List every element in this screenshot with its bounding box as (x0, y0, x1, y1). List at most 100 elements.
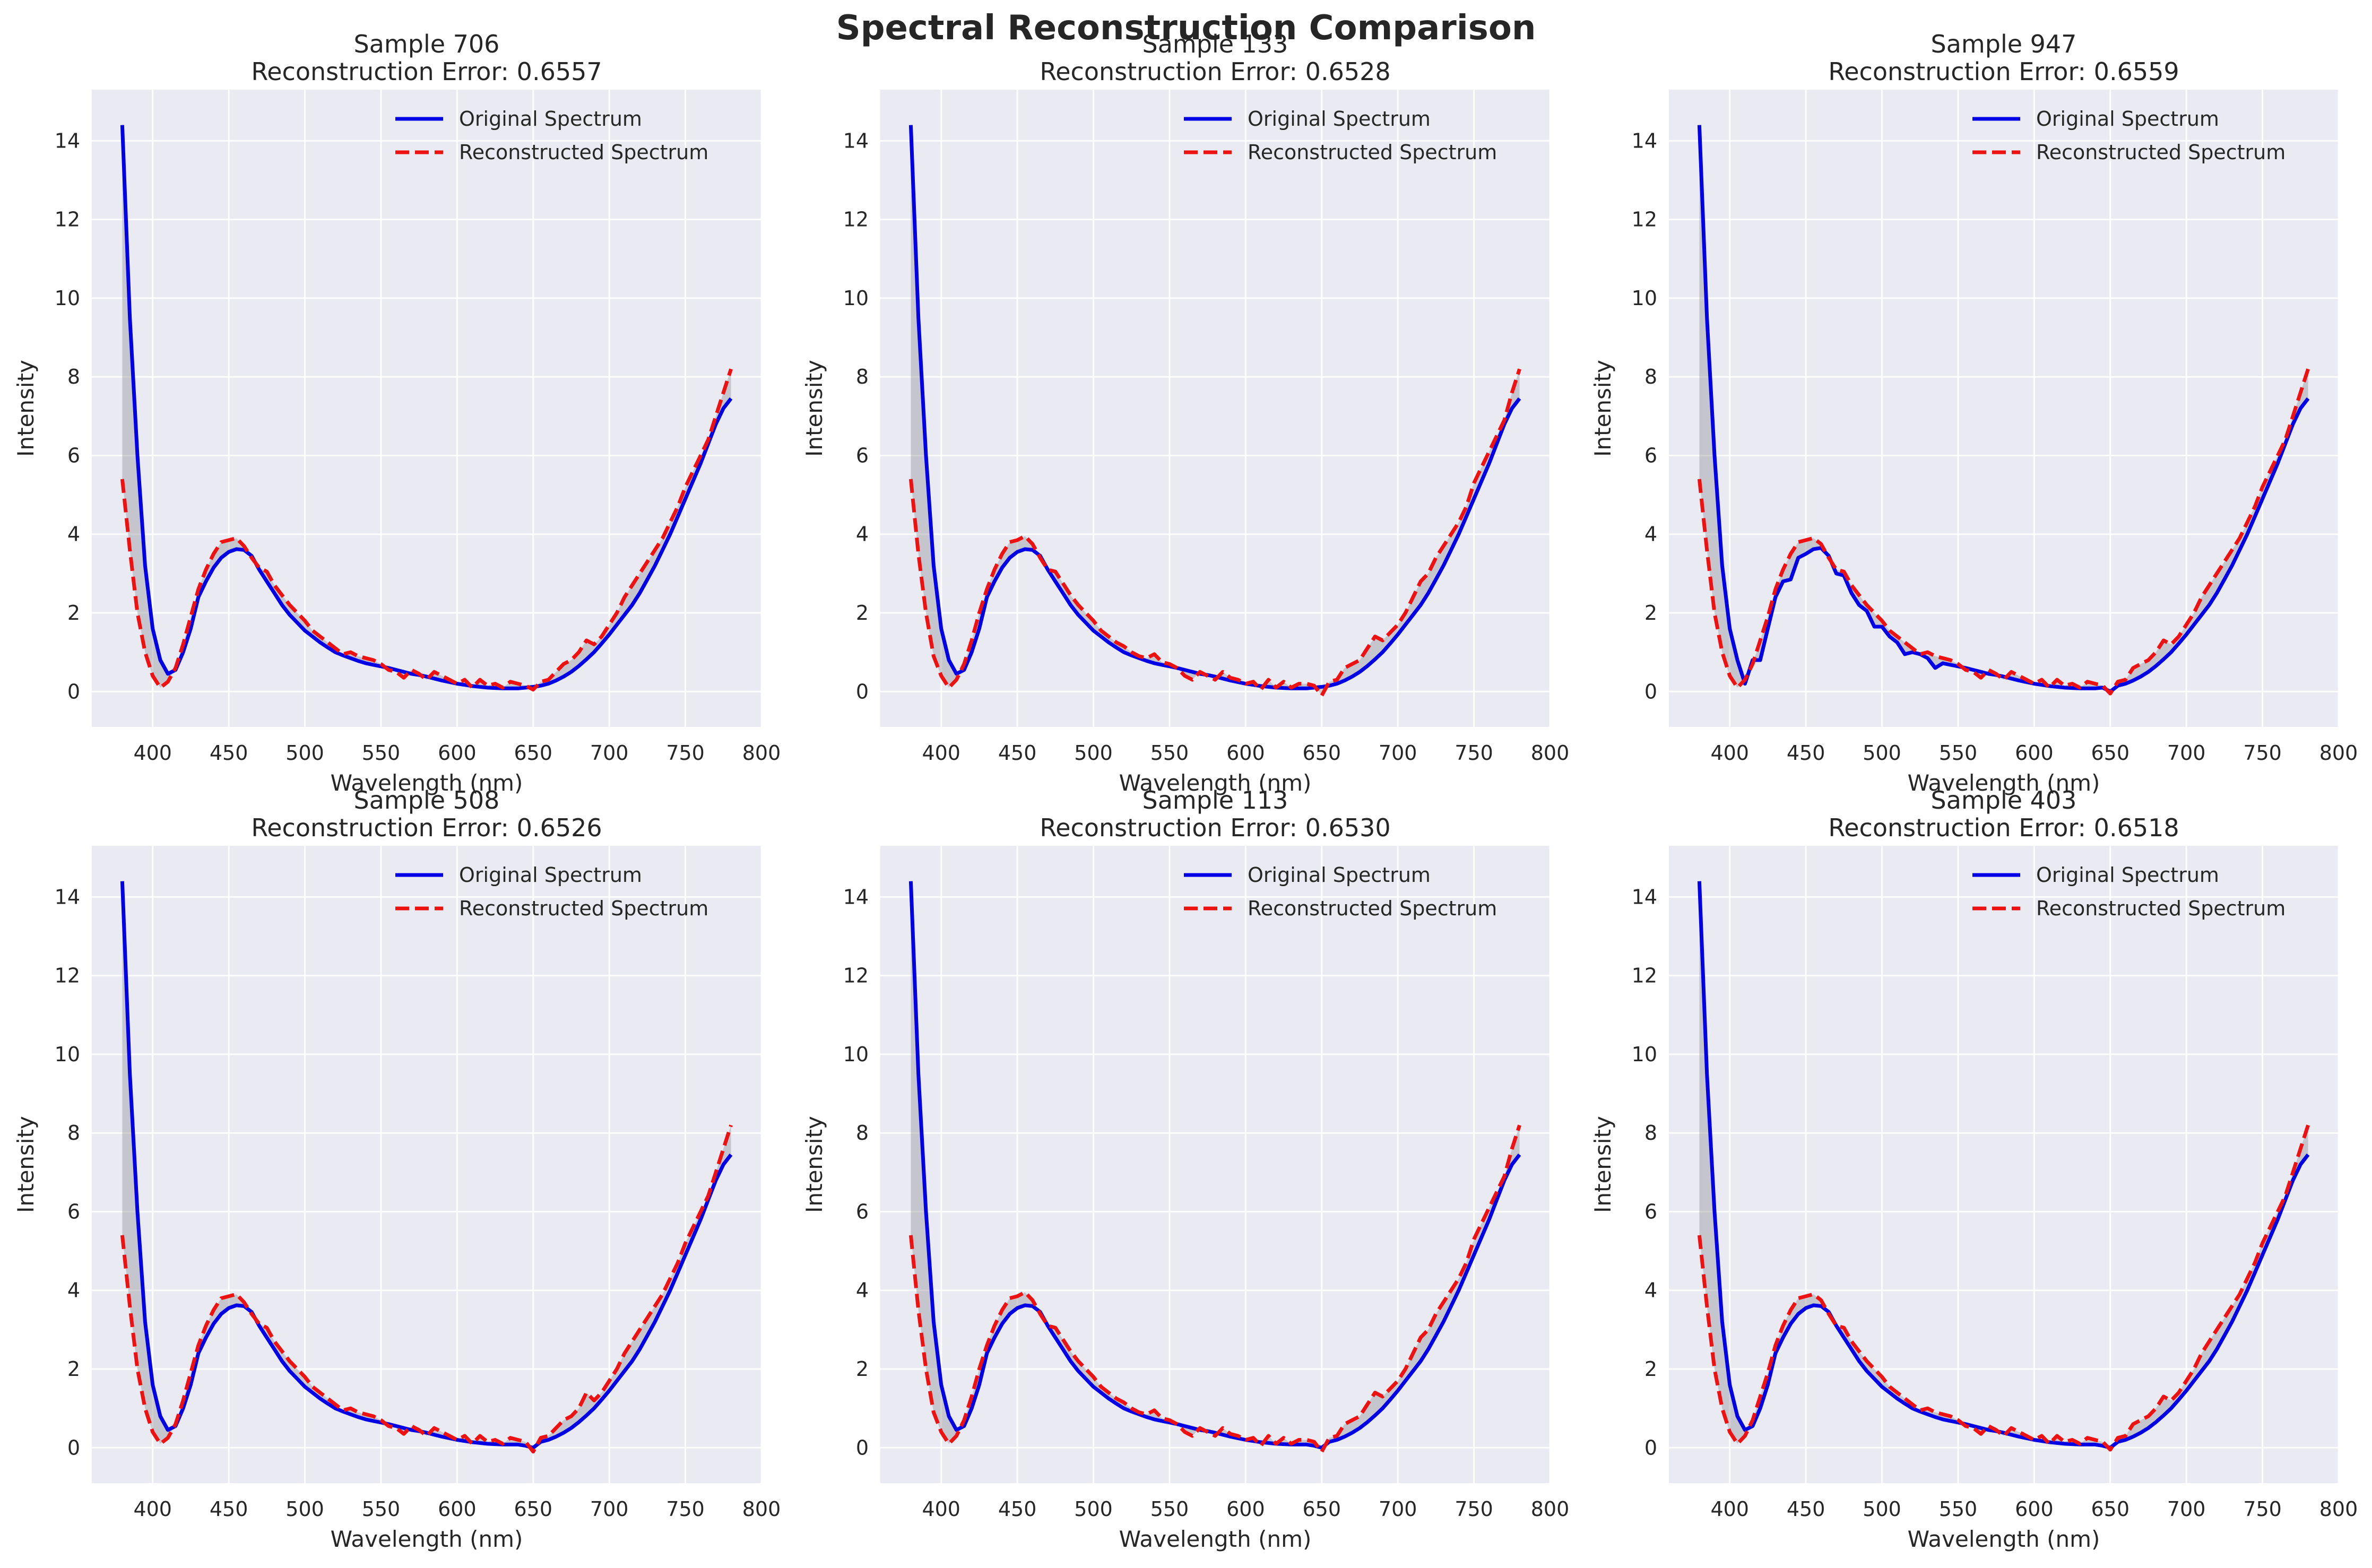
x-tick-label: 550 (1939, 1497, 1978, 1521)
y-tick-label: 12 (55, 208, 80, 231)
x-tick-label: 550 (1150, 741, 1189, 765)
y-axis-label: Intensity (1590, 360, 1616, 457)
y-axis-label: Intensity (13, 1116, 39, 1213)
x-tick-label: 750 (1455, 741, 1493, 765)
x-axis-label: Wavelength (nm) (1908, 1526, 2100, 1552)
x-tick-label: 750 (666, 741, 705, 765)
y-tick-label: 0 (67, 680, 80, 703)
x-tick-label: 400 (133, 741, 172, 765)
y-tick-label: 10 (843, 287, 869, 310)
original-spectrum-line (120, 125, 733, 690)
y-tick-label: 0 (67, 1436, 80, 1459)
x-tick-label: 700 (590, 1497, 629, 1521)
y-tick-label: 10 (843, 1043, 869, 1066)
y-tick-label: 8 (67, 1121, 80, 1145)
y-tick-label: 12 (843, 964, 869, 987)
reconstructed-spectrum-line (908, 368, 1521, 698)
y-tick-label: 14 (55, 129, 80, 152)
subplot-title-sample: Sample 403 (1931, 786, 2077, 815)
x-tick-label: 450 (1787, 741, 1825, 765)
x-tick-label: 400 (1710, 741, 1749, 765)
y-tick-label: 14 (1632, 129, 1657, 152)
x-tick-label: 600 (1226, 1497, 1265, 1521)
reconstructed-spectrum-line (120, 368, 733, 692)
y-tick-label: 0 (856, 1436, 869, 1459)
y-tick-label: 6 (1644, 1200, 1657, 1223)
subplot-title-sample: Sample 947 (1931, 30, 2077, 58)
x-tick-label: 450 (210, 741, 248, 765)
x-tick-label: 600 (1226, 741, 1265, 765)
x-tick-label: 600 (438, 741, 477, 765)
legend: Original Spectrum Reconstructed Spectrum (1184, 107, 1497, 164)
x-tick-label: 550 (1150, 1497, 1189, 1521)
x-tick-label: 450 (210, 1497, 248, 1521)
x-tick-label: 400 (133, 1497, 172, 1521)
y-tick-label: 2 (856, 1357, 869, 1381)
y-tick-label: 8 (1644, 1121, 1657, 1145)
subplot-title-sample: Sample 113 (1142, 786, 1288, 815)
y-tick-label: 0 (856, 680, 869, 703)
plot-area (1669, 90, 2339, 727)
x-axis-label: Wavelength (nm) (1119, 1526, 1312, 1552)
x-tick-label: 500 (285, 741, 324, 765)
legend-label-original: Original Spectrum (459, 107, 642, 131)
y-tick-label: 8 (856, 365, 869, 388)
y-tick-label: 2 (67, 1357, 80, 1381)
y-tick-label: 12 (55, 964, 80, 987)
original-spectrum-line (908, 125, 1521, 690)
x-tick-label: 650 (2091, 1497, 2130, 1521)
y-tick-label: 12 (843, 208, 869, 231)
y-tick-label: 6 (67, 1200, 80, 1223)
x-tick-label: 400 (1710, 1497, 1749, 1521)
x-tick-label: 700 (1379, 1497, 1417, 1521)
y-tick-label: 4 (67, 523, 80, 546)
x-tick-label: 650 (1303, 1497, 1341, 1521)
x-tick-label: 800 (2319, 741, 2358, 765)
x-tick-label: 450 (998, 1497, 1037, 1521)
x-tick-label: 750 (1455, 1497, 1493, 1521)
y-tick-label: 2 (1644, 601, 1657, 625)
legend-label-original: Original Spectrum (1248, 863, 1431, 887)
legend: Original Spectrum Reconstructed Spectrum (395, 107, 708, 164)
legend: Original Spectrum Reconstructed Spectrum (1184, 863, 1497, 920)
legend-label-reconstructed: Reconstructed Spectrum (1248, 897, 1497, 920)
x-tick-label: 400 (922, 1497, 960, 1521)
x-axis-label: Wavelength (nm) (331, 1526, 523, 1552)
y-axis-label: Intensity (801, 1116, 827, 1213)
y-tick-label: 8 (67, 365, 80, 388)
x-axis-label: Wavelength (nm) (1908, 770, 2100, 796)
y-tick-label: 10 (55, 1043, 80, 1066)
x-tick-label: 600 (2015, 741, 2054, 765)
subplot-title-sample: Sample 508 (354, 786, 500, 815)
x-tick-label: 400 (922, 741, 960, 765)
legend: Original Spectrum Reconstructed Spectrum (1972, 107, 2286, 164)
x-tick-label: 750 (666, 1497, 705, 1521)
plot-area (92, 90, 761, 727)
x-tick-label: 600 (438, 1497, 477, 1521)
legend-label-reconstructed: Reconstructed Spectrum (2036, 141, 2286, 164)
legend-label-original: Original Spectrum (459, 863, 642, 887)
x-tick-label: 800 (742, 1497, 781, 1521)
subplot-4: 400 450 500 550 600 650 700 750 800 0 2 4 6 8 10 12 14 Wa… (13, 786, 781, 1552)
x-tick-label: 650 (514, 1497, 553, 1521)
y-tick-label: 12 (1632, 208, 1657, 231)
y-tick-label: 8 (1644, 365, 1657, 388)
y-tick-label: 0 (1644, 680, 1657, 703)
y-tick-label: 4 (1644, 523, 1657, 546)
subplot-title-error: Reconstruction Error: 0.6530 (1040, 813, 1390, 842)
legend-label-original: Original Spectrum (2036, 107, 2219, 131)
x-tick-label: 800 (742, 741, 781, 765)
subplot-title-error: Reconstruction Error: 0.6528 (1040, 57, 1390, 86)
y-tick-label: 4 (856, 523, 869, 546)
legend: Original Spectrum Reconstructed Spectrum (1972, 863, 2286, 920)
y-tick-label: 4 (856, 1279, 869, 1302)
y-tick-label: 14 (55, 885, 80, 908)
plot-area (880, 846, 1550, 1483)
y-tick-label: 14 (1632, 885, 1657, 908)
subplot-grid: 400 450 500 550 600 650 700 750 80002468101214Wa… (13, 30, 2358, 1552)
x-tick-label: 500 (1074, 1497, 1113, 1521)
x-tick-label: 450 (998, 741, 1037, 765)
y-tick-label: 4 (1644, 1279, 1657, 1302)
y-tick-label: 14 (843, 885, 869, 908)
legend-label-reconstructed: Reconstructed Spectrum (459, 897, 708, 920)
